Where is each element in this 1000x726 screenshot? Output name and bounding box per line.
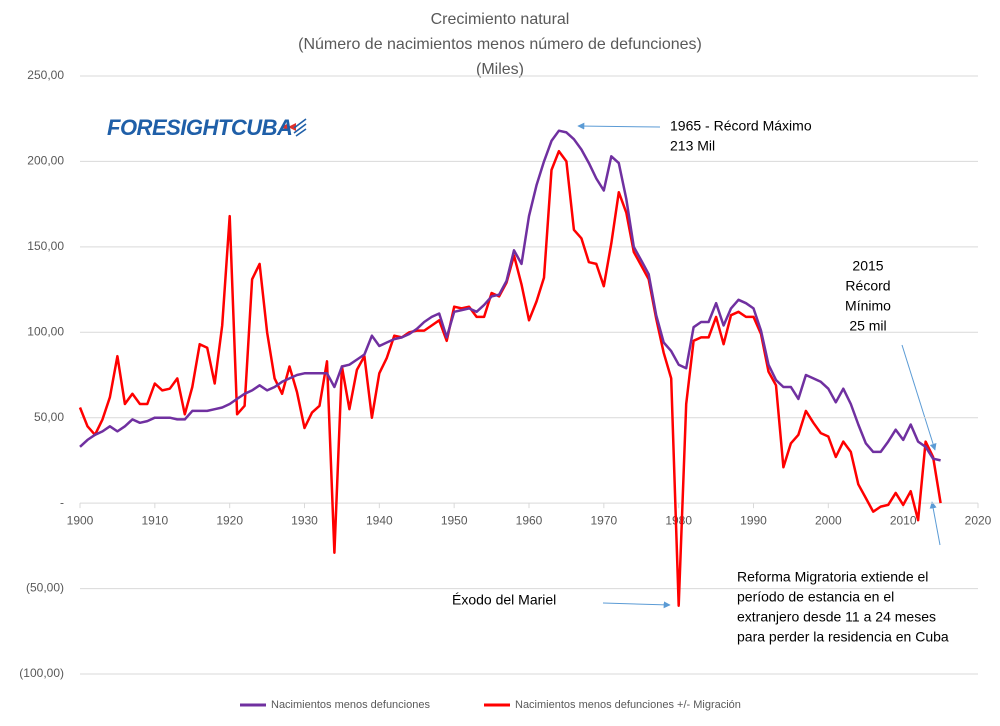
annotation: 2015	[852, 258, 883, 274]
y-tick-label: 200,00	[27, 154, 64, 168]
annotation: Récord	[845, 278, 890, 294]
annotation: período de estancia en el	[737, 589, 894, 605]
arrow	[901, 344, 937, 451]
arrow	[577, 122, 661, 130]
y-tick-label: (50,00)	[26, 581, 64, 595]
logo: FORESIGHTCUBA	[107, 115, 292, 140]
annotation: Éxodo del Mariel	[452, 592, 556, 608]
annotation: 25 mil	[849, 318, 886, 334]
x-tick-label: 1920	[216, 513, 243, 527]
y-tick-label: (100,00)	[19, 666, 64, 680]
chart-title: (Número de nacimientos menos número de d…	[298, 36, 702, 53]
x-tick-label: 1930	[291, 513, 318, 527]
annotation: Mínimo	[845, 298, 891, 314]
y-tick-label: 150,00	[27, 239, 64, 253]
x-tick-label: 2020	[965, 513, 992, 527]
x-tick-label: 1990	[740, 513, 767, 527]
y-tick-label: 50,00	[34, 410, 64, 424]
chart-title: Crecimiento natural	[431, 11, 570, 28]
y-tick-label: 250,00	[27, 68, 64, 82]
x-tick-label: 1980	[665, 513, 692, 527]
data-line	[79, 129, 941, 462]
annotation: extranjero desde 11 a 24 meses	[737, 609, 936, 625]
x-tick-label: 1970	[590, 513, 617, 527]
logo-stripes	[281, 118, 307, 137]
x-tick-label: 1940	[366, 513, 393, 527]
x-tick-label: 1910	[141, 513, 168, 527]
annotation: 213 Mil	[670, 138, 715, 154]
arrow	[929, 501, 941, 546]
annotation: 1965 - Récord Máximo	[670, 118, 812, 134]
y-tick-label: 100,00	[27, 324, 64, 338]
y-tick-label: -	[60, 495, 64, 509]
x-tick-label: 2000	[815, 513, 842, 527]
chart-title: (Miles)	[476, 61, 524, 78]
x-tick-label: 1900	[67, 513, 94, 527]
legend-label: Nacimientos menos defunciones	[271, 699, 430, 711]
annotation: Reforma Migratoria extiende el	[737, 569, 928, 585]
x-tick-label: 1950	[441, 513, 468, 527]
legend-label: Nacimientos menos defunciones +/- Migrac…	[515, 699, 741, 711]
x-tick-label: 2010	[890, 513, 917, 527]
arrow	[602, 601, 671, 609]
annotation: para perder la residencia en Cuba	[737, 629, 949, 645]
x-tick-label: 1960	[516, 513, 543, 527]
